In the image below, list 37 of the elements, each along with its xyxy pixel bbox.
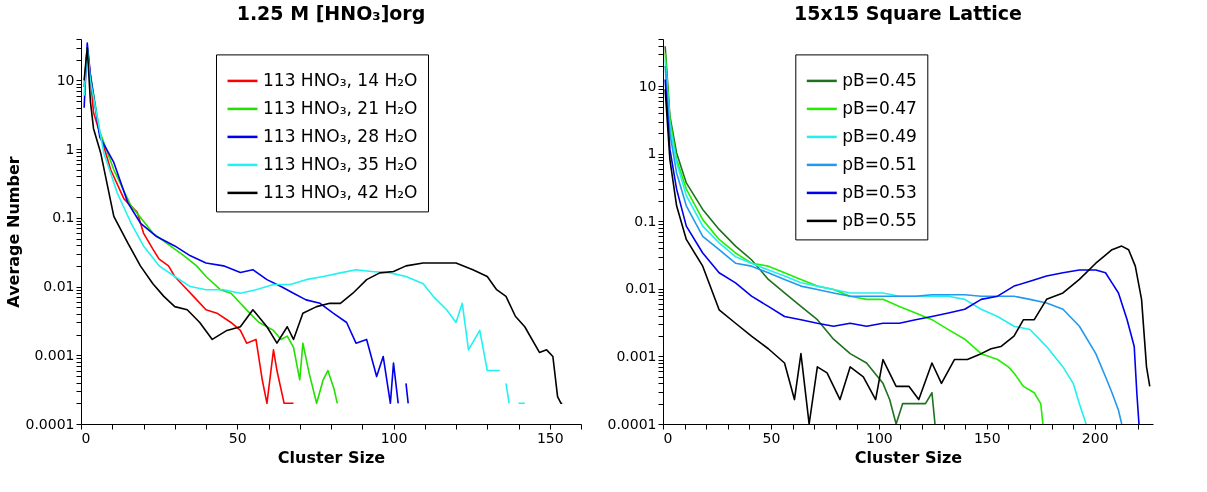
y-tick-label: 0.001 (616, 347, 657, 364)
y-tick-label: 10 (56, 71, 75, 88)
y-tick-label: 0.01 (625, 280, 657, 297)
x-tick-label: 0 (81, 429, 91, 446)
y-tick-label: 1 (65, 140, 75, 157)
x-tick-label: 100 (380, 429, 408, 446)
y-axis-title: Average Number (3, 156, 23, 308)
legend-label: 113 HNO₃, 42 H₂O (263, 181, 418, 202)
x-tick-label: 200 (1081, 429, 1109, 446)
x-axis-title: Cluster Size (277, 447, 386, 467)
y-tick-label: 10 (638, 77, 657, 94)
legend-label: pB=0.53 (842, 181, 917, 202)
chart-title: 15x15 Square Lattice (793, 2, 1023, 24)
y-tick-label: 0.1 (634, 212, 657, 229)
y-tick-label: 0.0001 (25, 415, 75, 432)
x-tick-label: 50 (228, 429, 247, 446)
legend-label: pB=0.55 (842, 209, 917, 230)
legend-label: 113 HNO₃, 14 H₂O (263, 69, 418, 90)
legend-label: pB=0.45 (842, 69, 917, 90)
chart-title: 1.25 M [HNO₃]org (236, 2, 426, 24)
y-tick-label: 0.1 (52, 209, 75, 226)
y-tick-label: 0.001 (34, 346, 75, 363)
y-tick-label: 1 (647, 145, 657, 162)
x-tick-label: 50 (762, 429, 781, 446)
x-tick-label: 150 (973, 429, 1001, 446)
x-tick-label: 150 (536, 429, 564, 446)
x-tick-label: 100 (865, 429, 893, 446)
legend-label: 113 HNO₃, 21 H₂O (263, 97, 418, 118)
legend-label: pB=0.51 (842, 153, 917, 174)
y-tick-label: 0.0001 (607, 415, 657, 432)
x-axis-title: Cluster Size (854, 447, 963, 467)
legend-label: 113 HNO₃, 28 H₂O (263, 125, 418, 146)
legend-label: 113 HNO₃, 35 H₂O (263, 153, 418, 174)
legend-label: pB=0.47 (842, 97, 917, 118)
x-tick-label: 0 (663, 429, 673, 446)
y-tick-label: 0.01 (43, 278, 75, 295)
legend-label: pB=0.49 (842, 125, 917, 146)
